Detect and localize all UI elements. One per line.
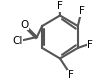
Text: F: F <box>68 70 74 80</box>
Text: O: O <box>21 20 29 30</box>
Text: F: F <box>57 1 62 11</box>
Text: F: F <box>79 6 84 16</box>
Text: F: F <box>87 40 93 50</box>
Text: Cl: Cl <box>12 36 23 46</box>
